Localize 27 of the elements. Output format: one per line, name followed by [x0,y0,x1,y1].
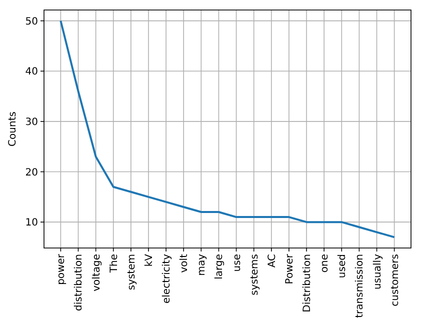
x-tick-label: distribution [74,254,85,311]
line-series [60,20,396,238]
x-tick-label: use [232,254,243,272]
x-tick-label: usually [372,254,384,290]
x-tick-label: Distribution [302,254,314,312]
x-tick-label: kV [144,254,155,267]
x-tick-label: transmission [354,254,366,318]
x-tick-label: one [320,254,331,273]
y-tick-label: 30 [25,116,38,128]
x-tick-label: systems [249,254,260,296]
x-tick-label: customers [390,254,401,306]
x-tick-label: used [337,254,348,278]
x-tick-label: system [126,254,138,290]
y-tick-label: 50 [25,16,38,28]
x-tick-label: Power [284,253,296,284]
y-axis-title: Counts [8,112,18,146]
x-tick-label: may [196,254,208,276]
x-tick-label: The [108,254,120,274]
y-tick-label: 10 [25,218,38,229]
x-tick-label: voltage [91,254,102,292]
x-tick-label: AC [266,254,278,268]
y-tick-label: 20 [25,167,38,178]
x-tick-label: volt [179,254,190,273]
y-tick-label: 40 [25,66,38,78]
x-tick-label: power [56,253,68,285]
x-tick-label: electricity [162,254,173,304]
x-tick-label: large [214,254,226,280]
